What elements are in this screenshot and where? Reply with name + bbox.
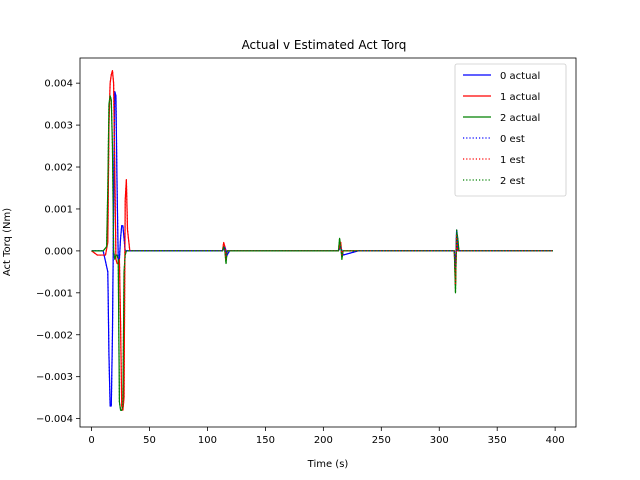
series-line-2-est [91, 95, 553, 411]
legend-label: 1 actual [500, 92, 540, 103]
x-tick-label: 350 [488, 435, 507, 446]
y-axis: −0.004 −0.003 −0.002 −0.001 0.000 0.001 0.002 0… [36, 79, 80, 425]
x-tick-label: 0 [88, 435, 94, 446]
legend-box [454, 63, 567, 197]
x-axis-label: Time (s) [307, 459, 349, 470]
y-tick-label: −0.003 [36, 372, 73, 383]
x-tick-label: 100 [198, 435, 217, 446]
y-tick-label: −0.001 [36, 288, 73, 299]
y-tick-label: 0.004 [44, 79, 73, 90]
x-tick-label: 400 [546, 435, 565, 446]
y-tick-label: −0.004 [36, 414, 73, 425]
legend-label: 2 actual [500, 113, 540, 124]
y-tick-label: 0.000 [44, 246, 73, 257]
plot-area [91, 69, 553, 411]
y-axis-label: Act Torq (Nm) [2, 208, 13, 276]
legend-label: 1 est [500, 155, 525, 166]
legend-label: 0 est [500, 134, 525, 145]
y-tick-label: 0.002 [44, 163, 73, 174]
x-tick-label: 150 [256, 435, 275, 446]
x-tick-label: 250 [372, 435, 391, 446]
y-tick-label: 0.001 [44, 204, 73, 215]
legend-label: 0 actual [500, 71, 540, 82]
axes-frame [79, 57, 577, 428]
x-tick-label: 50 [143, 435, 156, 446]
y-tick-label: 0.003 [44, 121, 73, 132]
x-axis: 0 50 100 150 200 250 300 350 400 [88, 427, 565, 446]
chart-title: Actual v Estimated Act Torq [242, 38, 407, 52]
legend: 0 actual 1 actual 2 actual 0 est 1 est 2 est [454, 63, 567, 197]
x-tick-label: 300 [430, 435, 449, 446]
x-tick-label: 200 [314, 435, 333, 446]
legend-label: 2 est [500, 176, 525, 187]
y-tick-label: −0.002 [36, 330, 73, 341]
